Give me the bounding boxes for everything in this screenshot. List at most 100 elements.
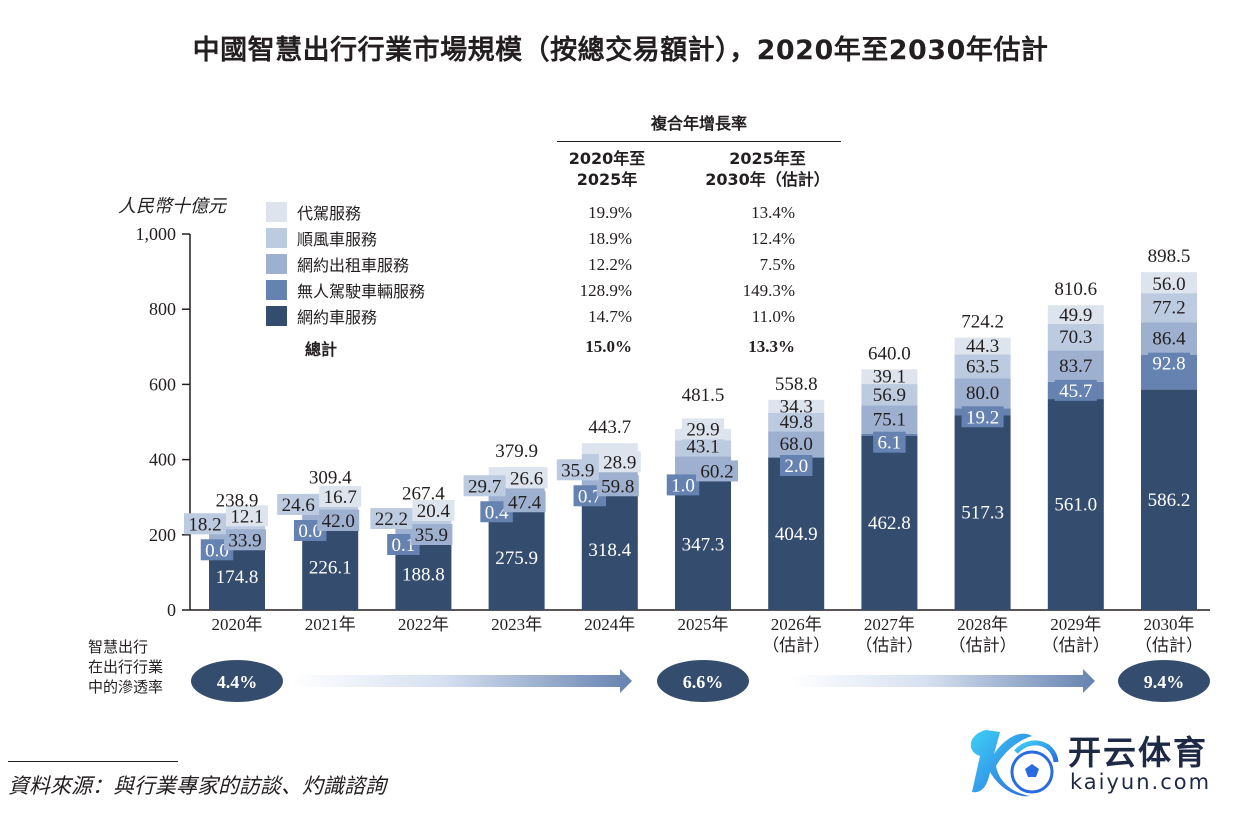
data-label: 56.0 xyxy=(1152,274,1185,295)
cagr-total-c2: 13.3% xyxy=(748,337,795,356)
data-label-bg xyxy=(317,509,360,531)
cagr-value-2020-2025: 14.7% xyxy=(588,307,632,326)
legend-item: 代駕服務 xyxy=(266,202,361,223)
bar-segment-0 xyxy=(581,490,638,610)
total-label: 640.0 xyxy=(868,343,911,364)
cagr-value-2025-2030: 13.4% xyxy=(751,203,795,222)
x-tick-label: 2024年 xyxy=(584,615,635,634)
data-label-bg xyxy=(412,500,455,522)
total-label: 724.2 xyxy=(961,312,1004,333)
y-tick-label: 200 xyxy=(149,525,176,545)
data-label-bg xyxy=(598,451,641,473)
cagr-value-2020-2025: 18.9% xyxy=(588,229,632,248)
data-label: 35.9 xyxy=(561,460,594,481)
data-label: 188.8 xyxy=(402,565,445,586)
cagr-total-label: 總計 xyxy=(305,340,338,359)
data-label-bg xyxy=(666,474,700,496)
source-rule xyxy=(8,761,178,762)
data-label: 86.4 xyxy=(1152,328,1186,349)
cagr-heading-rule xyxy=(557,141,841,142)
data-label-bg xyxy=(319,485,362,507)
chart-title: 中國智慧出行行業市場規模（按總交易額計），2020年至2030年估計 xyxy=(192,35,1049,66)
data-label-bg xyxy=(1148,352,1190,374)
bar-segment-4 xyxy=(1141,272,1197,294)
data-label-bg xyxy=(226,505,268,527)
data-label: 347.3 xyxy=(682,535,725,556)
bar-segment-4 xyxy=(581,443,638,455)
data-label: 12.1 xyxy=(230,506,263,527)
data-label: 561.0 xyxy=(1054,495,1097,516)
bar-segment-0 xyxy=(488,506,545,610)
x-tick-label: 2030年 xyxy=(1144,615,1195,634)
kaiyun-logo-icon xyxy=(970,730,1059,797)
data-label-bg xyxy=(410,524,453,546)
bar-segment-3 xyxy=(954,354,1011,379)
cagr-col2-line1: 2025年至 xyxy=(729,149,806,168)
bar-segment-2 xyxy=(954,378,1011,409)
data-label: 60.2 xyxy=(700,461,733,482)
bar-segment-3 xyxy=(395,517,452,526)
data-label-bg xyxy=(779,455,813,477)
x-tick-label: 2022年 xyxy=(398,615,449,634)
cagr-col1-line2: 2025年 xyxy=(576,170,638,189)
y-tick-label: 800 xyxy=(149,299,176,319)
bar-segment-0 xyxy=(1047,399,1104,610)
data-label: 59.8 xyxy=(601,476,634,497)
data-label: 77.2 xyxy=(1152,298,1185,319)
data-label: 34.3 xyxy=(780,396,813,417)
bar-segment-0 xyxy=(1141,389,1197,610)
watermark-logo: 开云体育 kaiyun.com xyxy=(958,722,1233,802)
y-axis-label: 人民幣十億元 xyxy=(118,196,226,217)
data-label: 517.3 xyxy=(961,503,1004,524)
data-label-bg xyxy=(503,491,546,513)
cagr-value-2025-2030: 12.4% xyxy=(751,229,795,248)
bar-segment-2 xyxy=(768,431,825,458)
watermark-name-en: kaiyun.com xyxy=(1070,770,1212,794)
trend-arrow xyxy=(290,669,632,693)
data-label: 275.9 xyxy=(495,548,538,569)
x-tick-label: 2029年 xyxy=(1050,615,1101,634)
penetration-ellipse xyxy=(657,660,749,702)
cagr-value-2025-2030: 7.5% xyxy=(759,255,795,274)
x-tick-label: 2023年 xyxy=(491,615,542,634)
data-label: 68.0 xyxy=(780,434,813,455)
data-label: 2.0 xyxy=(784,456,808,477)
legend-swatch xyxy=(266,228,287,248)
data-label: 44.3 xyxy=(966,336,999,357)
penetration-label: 智慧出行 在出行行業 中的滲透率 xyxy=(88,637,163,697)
bar-segment-3 xyxy=(861,384,918,406)
bar-segment-3 xyxy=(1047,323,1104,351)
bar-segment-4 xyxy=(954,337,1011,355)
data-label: 63.5 xyxy=(966,356,999,377)
legend-item: 網約車服務 xyxy=(266,306,377,327)
data-label: 462.8 xyxy=(868,513,911,534)
data-label: 33.9 xyxy=(228,530,261,551)
bar-segment-3 xyxy=(209,524,265,532)
total-label: 238.9 xyxy=(216,490,259,511)
penetration-label-line1: 智慧出行 xyxy=(88,638,149,656)
penetration-ellipse xyxy=(191,660,283,702)
total-label: 309.4 xyxy=(309,468,352,489)
total-label: 558.8 xyxy=(775,374,818,395)
cagr-value-2020-2025: 19.9% xyxy=(588,203,632,222)
data-label: 70.3 xyxy=(1059,327,1092,348)
data-label: 19.2 xyxy=(966,407,999,428)
bar-segment-2 xyxy=(861,405,918,434)
cagr-value-2020-2025: 128.9% xyxy=(579,281,632,300)
legend-item: 無人駕駛車輛服務 xyxy=(266,280,425,301)
bar-segment-0 xyxy=(675,479,731,610)
data-label: 0.7 xyxy=(578,486,602,507)
penetration-value: 9.4% xyxy=(1144,672,1185,692)
cagr-value-2025-2030: 149.3% xyxy=(742,281,795,300)
data-label: 18.2 xyxy=(188,514,221,535)
legend-label: 順風車服務 xyxy=(297,230,378,249)
cagr-total-c1: 15.0% xyxy=(585,337,632,356)
data-label: 20.4 xyxy=(417,501,451,522)
data-label: 80.0 xyxy=(966,383,999,404)
cagr-value-2025-2030: 11.0% xyxy=(751,307,795,326)
data-label-bg xyxy=(682,435,724,457)
data-label: 16.7 xyxy=(324,487,357,508)
bar-segment-3 xyxy=(768,412,825,432)
data-label-bg xyxy=(961,406,1004,428)
